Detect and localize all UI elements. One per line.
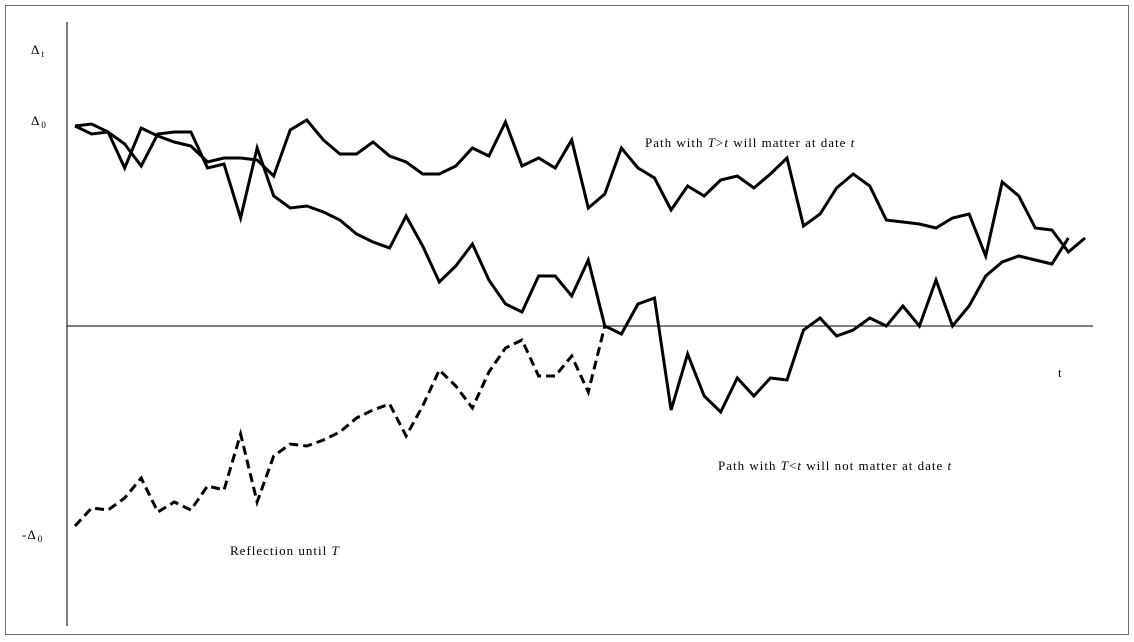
annotation-lower-path: Path with T<t will not matter at date t <box>718 458 953 473</box>
y-tick-label-delta0: Δ0 <box>31 113 47 130</box>
y-axis-label: Δt <box>31 42 45 59</box>
series-line-3 <box>73 325 607 528</box>
series-line-1 <box>74 118 1086 262</box>
annotation-reflection: Reflection until T <box>230 543 340 558</box>
annotation-upper-path: Path with T>t will matter at date t <box>645 135 856 150</box>
y-tick-label-neg-delta0: -Δ0 <box>22 527 44 544</box>
chart-frame <box>5 5 1129 635</box>
x-axis-label: t <box>1058 365 1063 380</box>
series-line-2 <box>74 124 1070 415</box>
